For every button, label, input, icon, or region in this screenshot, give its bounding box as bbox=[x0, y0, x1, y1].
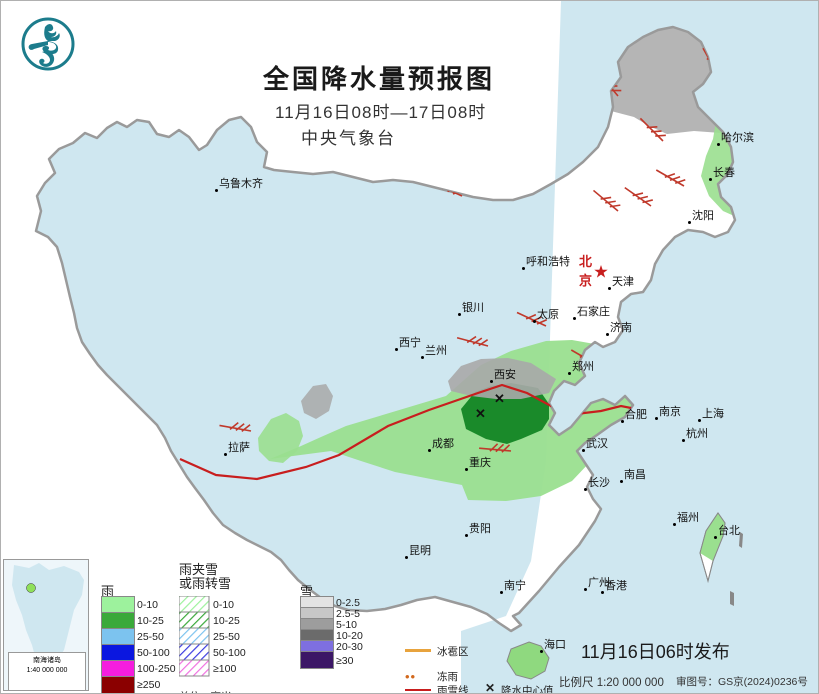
svg-text:✕: ✕ bbox=[475, 406, 486, 421]
svg-text:✕: ✕ bbox=[494, 391, 505, 406]
